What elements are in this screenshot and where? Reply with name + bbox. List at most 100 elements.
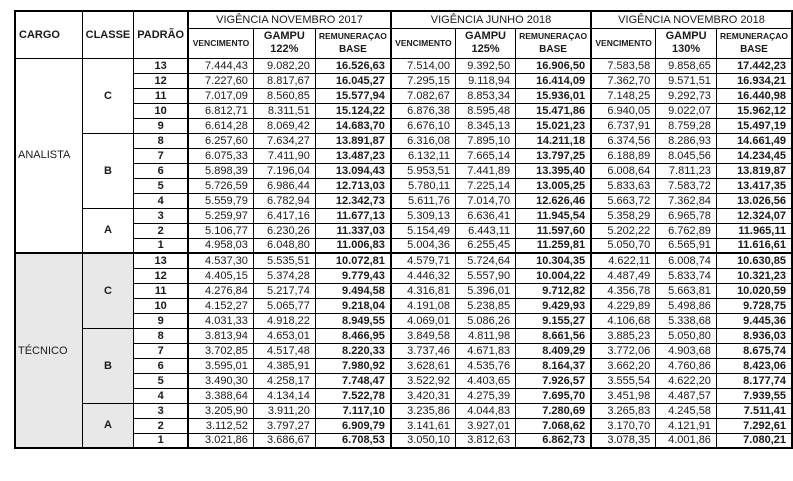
gampu-value: 4.001,86 (655, 432, 717, 449)
column-header-cargo: CARGO (14, 10, 83, 59)
column-header-remuneracao-3: REMUNERAÇAO BASE (715, 27, 793, 59)
vencimento-value: 6.676,10 (389, 117, 456, 134)
remuneracao-base-value: 13.005,25 (515, 177, 592, 194)
gampu-value: 4.918,22 (252, 312, 316, 329)
remuneracao-base-value: 8.164,37 (515, 357, 592, 374)
padrao-value: 9 (133, 312, 189, 329)
gampu-value: 8.817,67 (252, 72, 316, 89)
gampu-value: 8.286,93 (655, 132, 717, 149)
gampu-value: 8.853,34 (454, 87, 517, 104)
vencimento-value: 3.112,52 (187, 417, 254, 434)
vencimento-label: VENCIMENTO (395, 37, 452, 48)
vencimento-value: 4.031,33 (187, 312, 254, 329)
remuneracao-base-value: 15.124,22 (314, 102, 392, 119)
vencimento-value: 3.772,06 (590, 342, 657, 359)
table-row: 1 3.021,86 3.686,67 6.708,53 3.050,10 3.812,6… (15, 432, 793, 449)
remuneracao-base-value: 11.337,03 (314, 222, 392, 239)
remuneracao-base-value: 11.259,81 (515, 237, 592, 254)
remuneracao-base-value: 11.945,54 (515, 207, 592, 224)
vencimento-value: 3.490,30 (187, 372, 254, 389)
table-row: 10 4.152,27 5.065,77 9.218,04 4.191,08 5.238,… (15, 297, 793, 314)
table-row: A 3 3.205,90 3.911,20 7.117,10 3.235,86 4.044,… (15, 402, 793, 449)
gampu-value: 7.895,10 (454, 132, 517, 149)
table-row: 6 3.595,01 4.385,91 7.980,92 3.628,61 4.535,7… (15, 357, 793, 374)
gampu-value: 4.121,91 (655, 417, 717, 434)
vencimento-value: 3.235,86 (389, 402, 456, 419)
table-row: 1 4.958,03 6.048,80 11.006,83 5.004,36 6.255,… (15, 237, 793, 254)
vencimento-value: 5.611,76 (389, 192, 456, 209)
remuneracao-base-value: 7.695,70 (515, 387, 592, 404)
remuneracao-base-value: 12.626,46 (515, 192, 592, 209)
column-header-gampu-3: GAMPU 130% (655, 27, 717, 59)
gampu-value: 7.441,89 (454, 162, 517, 179)
cargo-label: ANALISTA (14, 57, 83, 254)
vencimento-value: 6.374,56 (590, 132, 657, 149)
remuneracao-base-value: 13.487,23 (314, 147, 392, 164)
padrao-value: 12 (133, 267, 189, 284)
gampu-value: 9.392,50 (454, 57, 517, 74)
remuneracao-base-value: 11.965,11 (715, 222, 793, 239)
gampu-value: 9.858,65 (655, 57, 717, 74)
vencimento-value: 6.132,11 (389, 147, 456, 164)
gampu-value: 4.517,48 (252, 342, 316, 359)
remuneracao-label: REMUNERAÇAO (719, 31, 788, 42)
vencimento-value: 4.537,30 (187, 252, 254, 269)
table-row: 2 3.112,52 3.797,27 6.909,79 3.141,61 3.927,0… (15, 417, 793, 434)
table-row: ANALISTA C 13 7.444,43 9.082,20 16.526,63 7.51… (14, 57, 793, 254)
remuneracao-base-value: 7.292,61 (715, 417, 793, 434)
gampu-value: 7.225,14 (454, 177, 517, 194)
classe-label: B (81, 327, 135, 404)
remuneracao-base-value: 7.068,62 (515, 417, 592, 434)
padrao-value: 6 (133, 162, 189, 179)
remuneracao-base-value: 8.675,74 (715, 342, 793, 359)
vencimento-value: 7.017,09 (187, 87, 254, 104)
gampu-value: 5.535,51 (252, 252, 316, 269)
classe-label: A (81, 402, 135, 449)
vencimento-value: 3.849,58 (389, 327, 456, 344)
table-header-row-periods: CARGO CLASSE PADRÃO VIGÊNCIA NOVEMBRO 20… (14, 10, 793, 59)
remuneracao-base-value: 8.936,03 (715, 327, 793, 344)
remuneracao-base-value: 16.045,27 (314, 72, 392, 89)
vencimento-label: VENCIMENTO (192, 37, 250, 48)
remuneracao-base-value: 13.026,56 (715, 192, 793, 209)
remuneracao-base-value: 15.497,19 (715, 117, 793, 134)
remuneracao-base-value: 7.926,57 (515, 372, 592, 389)
padrao-value: 8 (133, 132, 189, 149)
padrao-value: 1 (133, 432, 189, 449)
table-row: 7 6.075,33 7.411,90 13.487,23 6.132,11 7.665,… (15, 147, 793, 164)
padrao-value: 4 (133, 192, 189, 209)
remuneracao-base-value: 15.936,01 (515, 87, 592, 104)
padrao-value: 11 (133, 282, 189, 299)
classe-label: C (81, 252, 135, 329)
salary-table: CARGO CLASSE PADRÃO VIGÊNCIA NOVEMBRO 20… (14, 10, 793, 449)
remuneracao-base-value: 9.779,43 (314, 267, 392, 284)
vencimento-value: 3.170,70 (590, 417, 657, 434)
vencimento-value: 5.898,39 (187, 162, 254, 179)
vencimento-value: 6.075,33 (187, 147, 254, 164)
padrao-value: 10 (133, 297, 189, 314)
gampu-value: 4.403,65 (454, 372, 517, 389)
remuneracao-base-value: 15.471,86 (515, 102, 592, 119)
remuneracao-base-value: 16.414,09 (515, 72, 592, 89)
gampu-value: 5.217,74 (252, 282, 316, 299)
remuneracao-base-value: 7.939,55 (715, 387, 793, 404)
vencimento-value: 5.106,77 (187, 222, 254, 239)
base-label: BASE (338, 44, 367, 55)
padrao-value: 13 (133, 57, 189, 74)
remuneracao-base-value: 7.980,92 (314, 357, 392, 374)
remuneracao-base-value: 13.094,43 (314, 162, 392, 179)
vencimento-value: 3.628,61 (389, 357, 456, 374)
remuneracao-base-value: 8.949,55 (314, 312, 392, 329)
table-row: 5 5.726,59 6.986,44 12.713,03 5.780,11 7.225,… (15, 177, 793, 194)
vencimento-value: 6.008,64 (590, 162, 657, 179)
remuneracao-base-value: 9.218,04 (314, 297, 392, 314)
classe-label: B (81, 132, 135, 209)
padrao-value: 13 (133, 252, 189, 269)
table-row: 4 3.388,64 4.134,14 7.522,78 3.420,31 4.275,3… (15, 387, 793, 404)
remuneracao-base-value: 13.891,87 (314, 132, 392, 149)
vencimento-value: 5.004,36 (389, 237, 456, 254)
remuneracao-base-value: 9.429,93 (515, 297, 592, 314)
remuneracao-base-value: 12.324,07 (715, 207, 793, 224)
classe-label: C (81, 57, 135, 134)
gampu-value: 6.230,26 (252, 222, 316, 239)
